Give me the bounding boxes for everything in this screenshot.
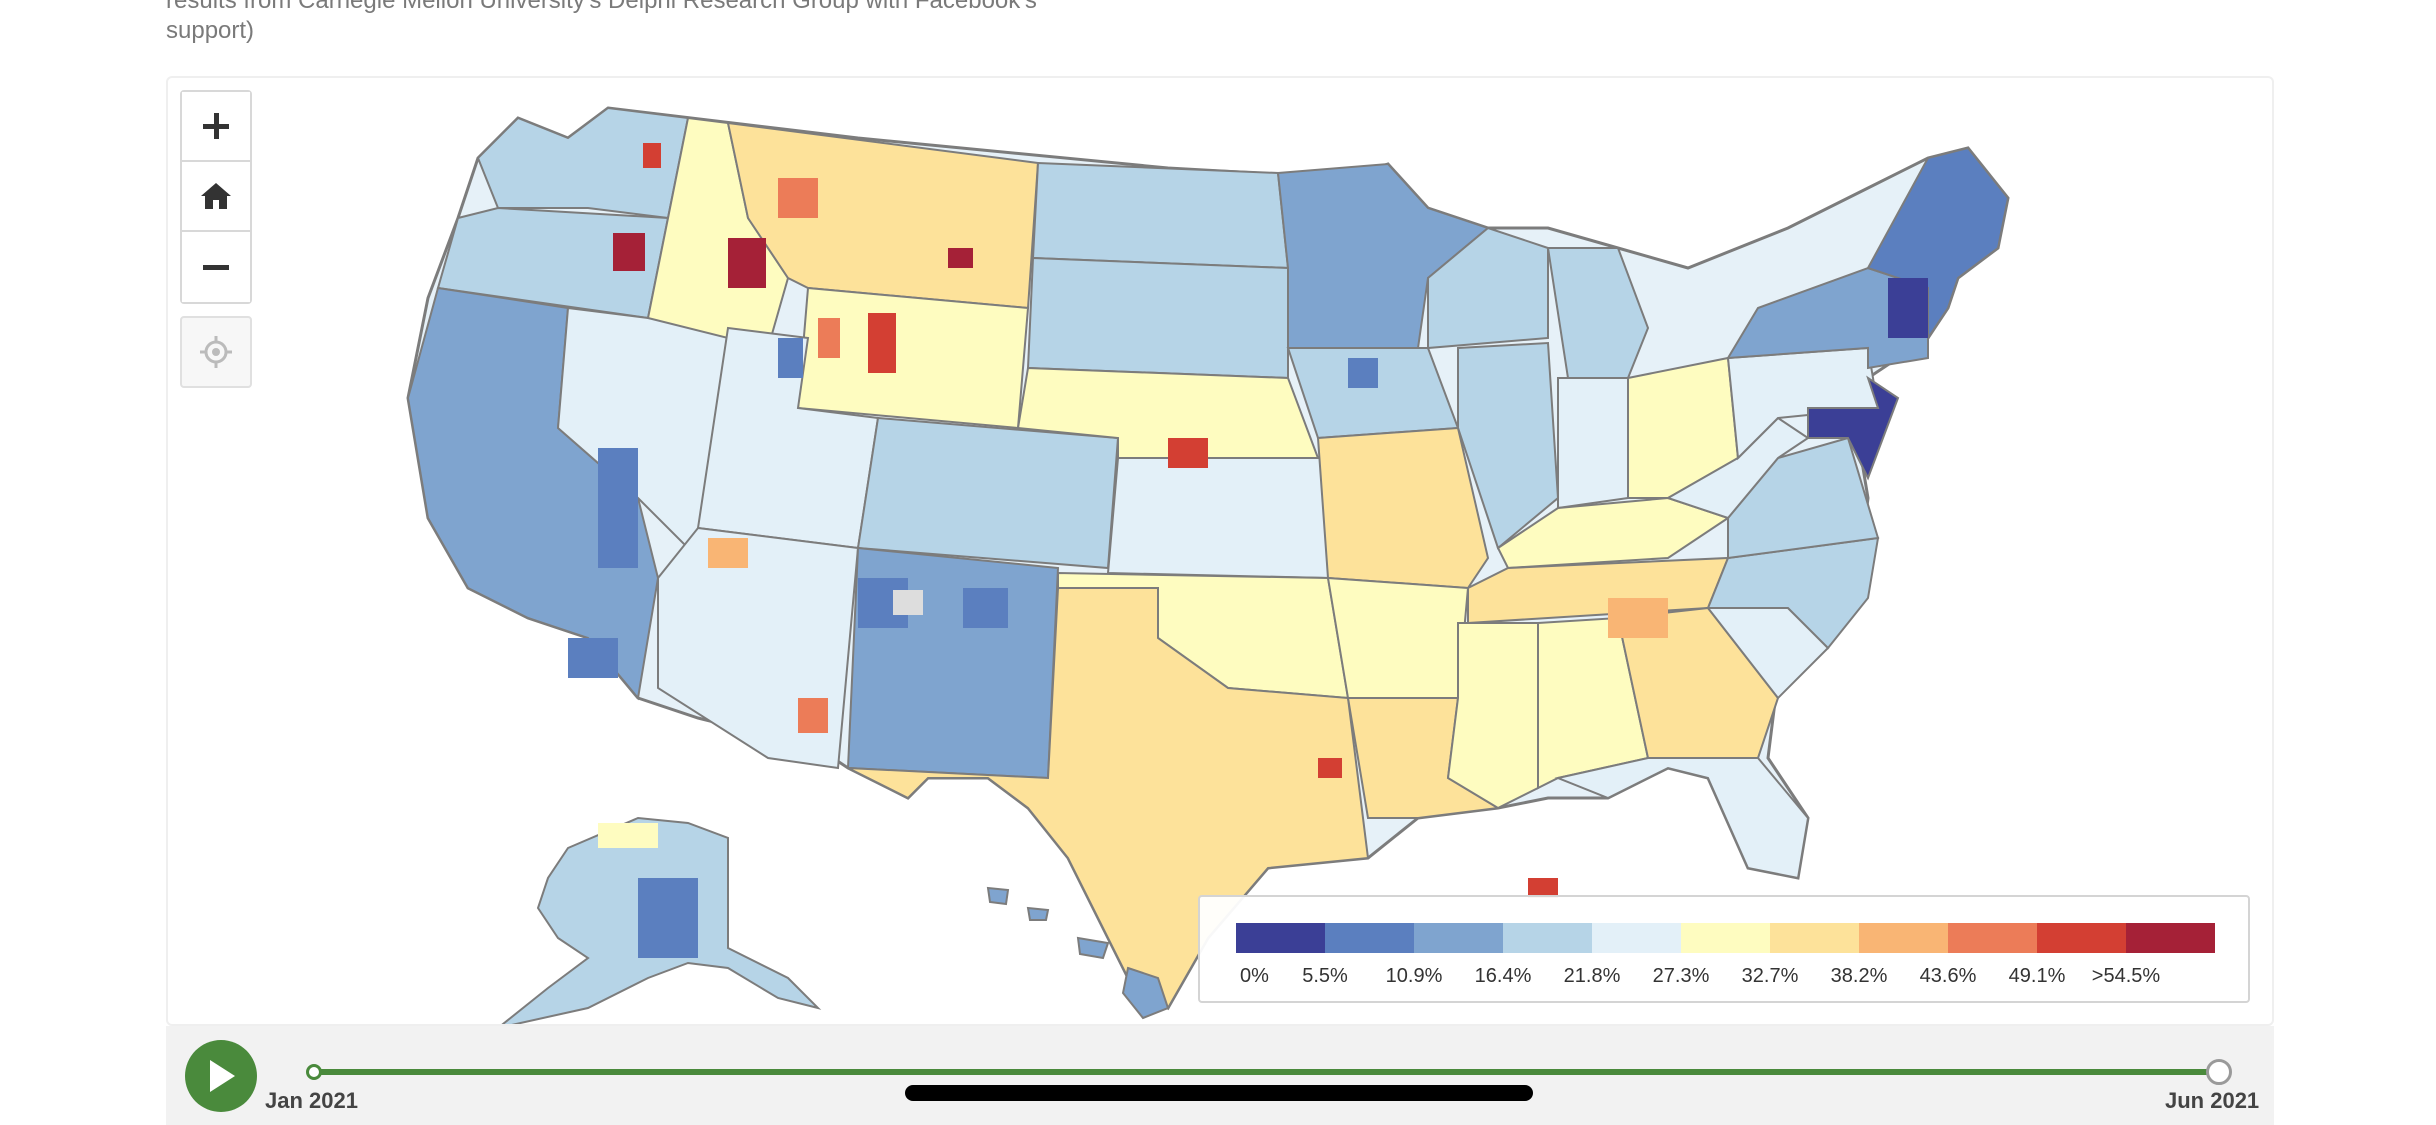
- state-maryland-delaware[interactable]: [1807, 375, 1900, 481]
- county-hotspot[interactable]: [1888, 278, 1928, 338]
- legend-swatch: [2126, 923, 2215, 953]
- legend-label: 5.5%: [1302, 965, 1348, 987]
- legend-swatch: [1681, 923, 1770, 953]
- legend-swatch: [1325, 923, 1414, 953]
- legend-label: 10.9%: [1385, 965, 1443, 987]
- county-hotspot[interactable]: [568, 638, 618, 678]
- legend-swatch: [1592, 923, 1681, 953]
- map-caption: results from Carnegie Mellon University'…: [166, 0, 1066, 46]
- play-button[interactable]: [185, 1040, 257, 1112]
- state-georgia[interactable]: [1616, 606, 1780, 759]
- legend-swatch: [1236, 923, 1325, 953]
- timeline-end-label: Jun 2021: [2165, 1088, 2260, 1113]
- alaska[interactable]: [498, 816, 822, 1026]
- state-colorado[interactable]: [856, 416, 1120, 570]
- county-hotspot[interactable]: [643, 143, 661, 168]
- hawaii[interactable]: [986, 886, 1170, 1020]
- state-indiana[interactable]: [1557, 377, 1629, 510]
- county-hotspot[interactable]: [1348, 358, 1378, 388]
- legend-swatch: [1503, 923, 1592, 953]
- state-illinois[interactable]: [1457, 341, 1560, 550]
- play-icon: [210, 1060, 235, 1092]
- county-hotspot[interactable]: [893, 590, 923, 615]
- zoom-in-button[interactable]: [182, 92, 250, 162]
- caption-line-1: results from Carnegie Mellon University'…: [166, 0, 1037, 14]
- legend-color-scale: [1236, 923, 2215, 953]
- caption-line-2: support): [166, 17, 255, 44]
- state-mississippi[interactable]: [1446, 622, 1539, 810]
- county-hotspot[interactable]: [613, 233, 645, 271]
- time-slider-bar: Jan 2021 Jun 2021: [166, 1026, 2274, 1125]
- legend-label: 43.6%: [1919, 965, 1977, 987]
- county-hotspot[interactable]: [948, 248, 973, 268]
- county-hotspot[interactable]: [778, 178, 818, 218]
- county-hotspot[interactable]: [708, 538, 748, 568]
- zoom-out-button[interactable]: [182, 232, 250, 302]
- home-icon: [201, 183, 231, 209]
- state-wisconsin[interactable]: [1427, 226, 1549, 350]
- county-hotspot[interactable]: [778, 338, 803, 378]
- county-hotspot[interactable]: [1528, 878, 1558, 898]
- county-hotspot[interactable]: [868, 313, 896, 373]
- minus-icon: [203, 265, 229, 270]
- county-hotspot[interactable]: [1318, 758, 1342, 778]
- locate-button[interactable]: [180, 316, 252, 388]
- county-hotspot[interactable]: [728, 238, 766, 288]
- legend-label: 32.7%: [1741, 965, 1799, 987]
- state-south-dakota[interactable]: [1026, 256, 1289, 380]
- legend-swatch: [1859, 923, 1948, 953]
- state-arkansas[interactable]: [1326, 576, 1470, 699]
- county-hotspot[interactable]: [1408, 498, 1468, 558]
- home-button[interactable]: [182, 162, 250, 232]
- map-legend: 0% 5.5% 10.9% 16.4% 21.8% 27.3% 32.7% 38.2% 43.6…: [1198, 895, 2250, 1003]
- state-kansas[interactable]: [1106, 457, 1329, 580]
- state-north-dakota[interactable]: [1031, 161, 1290, 270]
- legend-label: 0%: [1240, 965, 1269, 987]
- county-hotspot[interactable]: [598, 823, 658, 848]
- zoom-controls: [180, 90, 252, 304]
- county-hotspot[interactable]: [818, 318, 840, 358]
- state-florida[interactable]: [1554, 757, 1810, 880]
- state-michigan[interactable]: [1546, 247, 1650, 379]
- us-county-map[interactable]: [168, 78, 2274, 1026]
- county-hotspot[interactable]: [638, 878, 698, 958]
- county-hotspot[interactable]: [1608, 598, 1668, 638]
- highlight-counties[interactable]: [568, 143, 1928, 898]
- plus-icon: [203, 113, 229, 139]
- legend-label: 38.2%: [1830, 965, 1888, 987]
- timeline-start-label: Jan 2021: [265, 1088, 358, 1113]
- legend-swatch: [2037, 923, 2126, 953]
- legend-label: 27.3%: [1652, 965, 1710, 987]
- time-slider-end-handle[interactable]: [2206, 1059, 2232, 1085]
- county-hotspot[interactable]: [1168, 438, 1208, 468]
- time-slider-start-handle[interactable]: [306, 1064, 322, 1080]
- legend-swatch: [1948, 923, 2037, 953]
- legend-label: 16.4%: [1474, 965, 1532, 987]
- county-hotspot[interactable]: [963, 588, 1008, 628]
- legend-label: 49.1%: [2008, 965, 2066, 987]
- map-panel[interactable]: 0% 5.5% 10.9% 16.4% 21.8% 27.3% 32.7% 38.2% 43.6…: [166, 76, 2274, 1026]
- county-hotspot[interactable]: [598, 448, 638, 568]
- legend-label: >54.5%: [2091, 965, 2161, 987]
- legend-swatch: [1770, 923, 1859, 953]
- county-hotspot[interactable]: [798, 698, 828, 733]
- legend-label: 21.8%: [1563, 965, 1621, 987]
- legend-swatch: [1414, 923, 1503, 953]
- home-indicator[interactable]: [905, 1085, 1533, 1101]
- time-slider-track[interactable]: [313, 1069, 2219, 1075]
- state-hawaii[interactable]: [986, 886, 1170, 1020]
- crosshair-icon: [200, 336, 232, 368]
